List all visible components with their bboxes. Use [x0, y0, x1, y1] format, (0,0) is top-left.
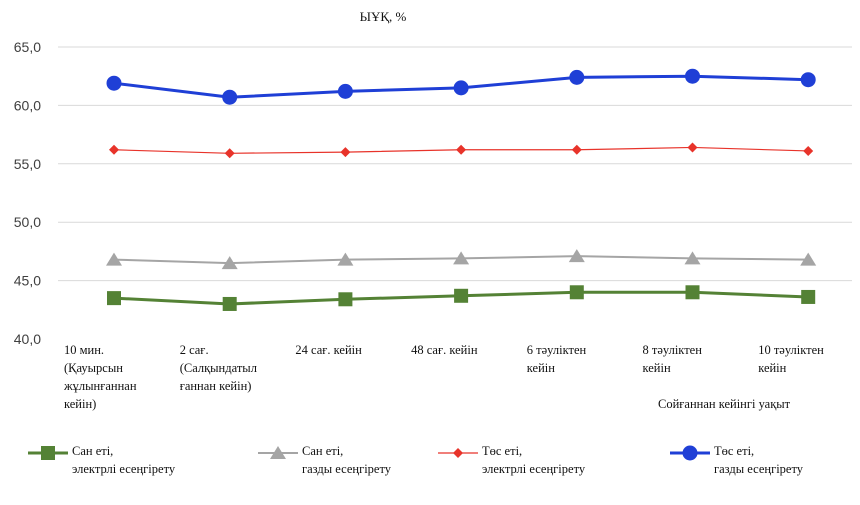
data-point: [571, 144, 582, 155]
data-point: [687, 142, 698, 153]
x-tick-label: 10 тәуліктен кейін: [758, 343, 824, 375]
x-axis-label: Сойғаннан кейінгі уақыт: [658, 397, 791, 411]
y-tick-label: 55,0: [14, 156, 41, 172]
data-point: [337, 252, 354, 266]
series-circle: [106, 68, 816, 105]
data-point: [800, 252, 817, 266]
data-point: [453, 251, 470, 265]
data-point: [453, 80, 469, 96]
x-axis-ticks: 10 мин. (Қауырсын жұлынғаннан кейін) 2 сағ.(…: [63, 343, 824, 411]
x-tick-label: 8 тәуліктен кейін: [643, 343, 703, 375]
y-tick-label: 65,0: [14, 39, 41, 55]
data-point: [685, 285, 700, 300]
data-point: [41, 446, 55, 460]
data-point: [106, 252, 122, 266]
legend-item: Төс еті, электрлі есеңгірету: [438, 444, 586, 476]
grid-lines: [58, 46, 852, 282]
y-tick-label: 40,0: [14, 331, 41, 347]
series-diamond: [109, 142, 814, 159]
legend-label: Сан еті, электрлі есеңгірету: [72, 444, 176, 476]
data-point: [569, 285, 584, 300]
x-tick-label: 2 сағ. (Салқындатыл ғаннан кейін): [180, 343, 257, 393]
x-tick-label: 24 сағ. кейін: [295, 343, 362, 357]
data-point: [337, 83, 353, 99]
x-tick-label: 48 сағ. кейін: [411, 343, 478, 357]
series-square: [107, 285, 816, 311]
data-point: [338, 292, 353, 307]
data-point: [682, 445, 698, 461]
y-tick-label: 50,0: [14, 214, 41, 230]
legend-label: Төс еті, газды есеңгірету: [714, 444, 804, 476]
data-point: [106, 75, 122, 91]
chart-title: ЫҰҚ, %: [360, 9, 407, 24]
data-point: [224, 148, 235, 159]
data-point: [107, 291, 121, 306]
data-point: [221, 256, 238, 270]
data-point: [222, 89, 238, 105]
x-tick-label: 6 тәуліктен кейін: [527, 343, 587, 375]
series-layer: [106, 68, 817, 311]
legend-item: Сан еті, электрлі есеңгірету: [28, 444, 176, 476]
data-point: [454, 288, 469, 303]
data-point: [803, 145, 814, 156]
data-point: [800, 72, 816, 88]
legend: Сан еті, электрлі есеңгірету Сан еті, газды…: [28, 444, 804, 476]
legend-item: Төс еті, газды есеңгірету: [670, 444, 804, 476]
data-point: [340, 147, 351, 158]
data-point: [569, 69, 585, 85]
data-point: [270, 446, 286, 459]
series-triangle: [106, 249, 817, 270]
data-point: [222, 296, 237, 311]
legend-item: Сан еті, газды есеңгірету: [258, 444, 392, 476]
legend-label: Сан еті, газды есеңгірету: [302, 444, 392, 476]
data-point: [568, 249, 585, 263]
data-point: [801, 289, 816, 304]
data-point: [684, 251, 701, 265]
data-point: [456, 144, 467, 155]
data-point: [453, 448, 463, 458]
legend-label: Төс еті, электрлі есеңгірету: [482, 444, 586, 476]
y-tick-label: 60,0: [14, 97, 41, 113]
y-axis-ticks: 40,0 45,0 50,0 55,0 60,0 65,0: [14, 39, 41, 347]
y-tick-label: 45,0: [14, 273, 41, 289]
data-point: [685, 68, 700, 84]
x-tick-label: 10 мин. (Қауырсын жұлынғаннан кейін): [63, 343, 137, 411]
data-point: [109, 144, 119, 155]
